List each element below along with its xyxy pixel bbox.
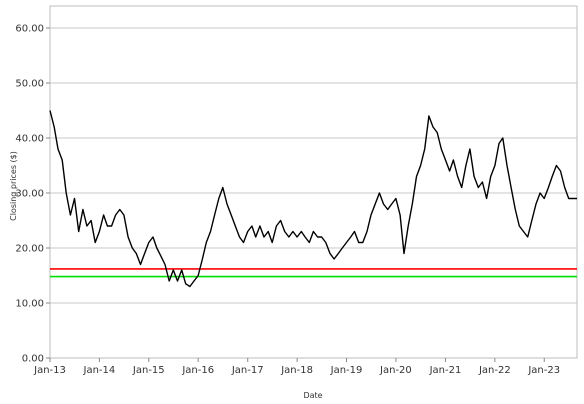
y-tick-label: 0.00 (22, 354, 44, 365)
price-series (49, 110, 577, 288)
x-tick-label: Jan-23 (527, 365, 560, 376)
y-axis-title: Closing prices ($) (9, 151, 18, 221)
reference-lines (50, 268, 577, 278)
grid-lines (50, 27, 577, 304)
y-axis-ticks: 0.00 10.00 20.00 30.00 40.00 50.00 60.00 (15, 24, 50, 365)
x-tick-label: Jan-18 (280, 365, 313, 376)
closing-price-line (49, 110, 577, 288)
x-axis-title: Date (303, 391, 322, 400)
y-tick-label: 60.00 (15, 24, 44, 35)
y-tick-label: 10.00 (15, 299, 44, 310)
x-tick-label: Jan-19 (330, 365, 363, 376)
plot-border (49, 5, 578, 359)
x-tick-label: Jan-21 (429, 365, 462, 376)
y-tick-label: 40.00 (15, 134, 44, 145)
x-tick-label: Jan-15 (132, 365, 165, 376)
x-tick-label: Jan-14 (83, 365, 116, 376)
y-tick-label: 50.00 (15, 79, 44, 90)
y-tick-label: 30.00 (15, 189, 44, 200)
x-axis-ticks: Jan-13 Jan-14 Jan-15 Jan-16 Jan-17 Jan-18 Jan-… (33, 358, 560, 376)
x-tick-label: Jan-22 (478, 365, 511, 376)
y-tick-label: 20.00 (15, 244, 44, 255)
x-tick-label: Jan-17 (231, 365, 264, 376)
x-tick-label: Jan-20 (379, 365, 412, 376)
x-tick-label: Jan-16 (181, 365, 214, 376)
plot-area (49, 5, 578, 359)
x-tick-label: Jan-13 (33, 365, 66, 376)
